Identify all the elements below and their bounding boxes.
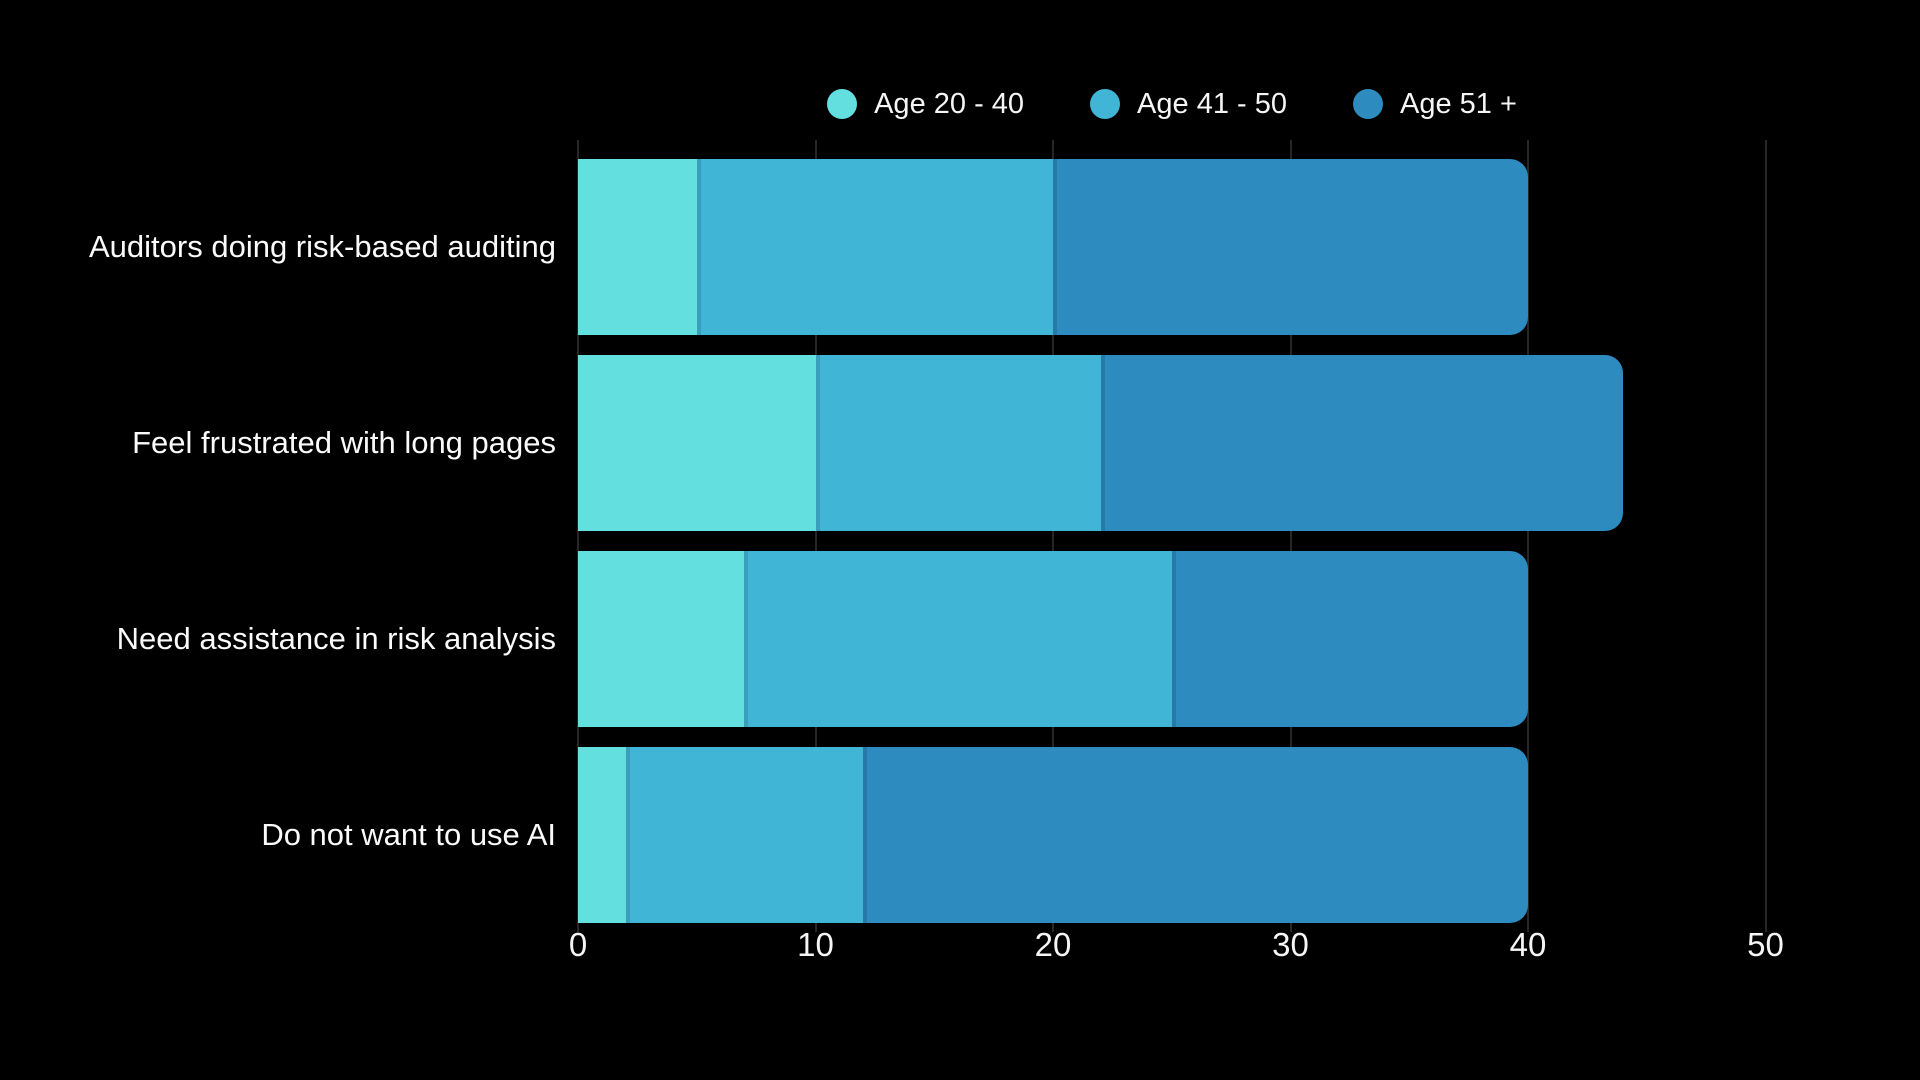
gridline (814, 140, 817, 932)
bar-segment (625, 747, 863, 923)
bar-segment (815, 355, 1101, 531)
bar-row: Need assistance in risk analysis (0, 551, 1920, 727)
stacked-bar (578, 551, 1528, 727)
x-axis-tick-label: 50 (1747, 926, 1784, 963)
legend: Age 20 - 40 Age 41 - 50 Age 51 + (578, 84, 1766, 124)
bar-segment (1053, 159, 1528, 335)
gridline (577, 140, 579, 932)
gridline (1052, 140, 1054, 932)
bar-row: Auditors doing risk-based auditing (0, 159, 1920, 335)
bar-row: Do not want to use AI (0, 747, 1920, 923)
legend-label: Age 51 + (1400, 87, 1517, 120)
stacked-bar (578, 159, 1528, 335)
bar-row: Feel frustrated with long pages (0, 355, 1920, 531)
x-axis-tick-label: 20 (1034, 926, 1072, 963)
bar-segment (1100, 355, 1623, 531)
bar-segment (696, 159, 1053, 335)
bar-segment (1171, 551, 1528, 727)
legend-item: Age 41 - 50 (1090, 88, 1287, 121)
x-axis-tick-label: 30 (1272, 926, 1309, 963)
gridline (1764, 140, 1767, 932)
legend-color-dot-icon (1090, 89, 1121, 119)
legend-color-dot-icon (1353, 89, 1383, 119)
x-axis-tick-label: 40 (1509, 926, 1547, 963)
legend-item: Age 20 - 40 (827, 88, 1024, 121)
bar-segment (578, 355, 816, 531)
x-axis-tick-label: 10 (797, 926, 834, 963)
bar-segment (578, 159, 697, 335)
bar-segment (578, 747, 626, 923)
stacked-bar (578, 747, 1528, 923)
legend-item: Age 51 + (1353, 88, 1517, 121)
x-axis-tick-label: 0 (568, 926, 588, 963)
gridline (1527, 140, 1529, 932)
category-label: Feel frustrated with long pages (132, 425, 556, 460)
gridline (1289, 140, 1292, 932)
stacked-bar (578, 355, 1623, 531)
category-label: Need assistance in risk analysis (116, 621, 556, 656)
legend-color-dot-icon (827, 89, 858, 119)
category-label: Do not want to use AI (261, 817, 556, 852)
category-label: Auditors doing risk-based auditing (89, 229, 556, 264)
legend-label: Age 41 - 50 (1137, 87, 1287, 120)
bar-segment (863, 747, 1528, 923)
legend-label: Age 20 - 40 (874, 87, 1025, 120)
bar-segment (744, 551, 1172, 727)
bar-segment (578, 551, 745, 727)
